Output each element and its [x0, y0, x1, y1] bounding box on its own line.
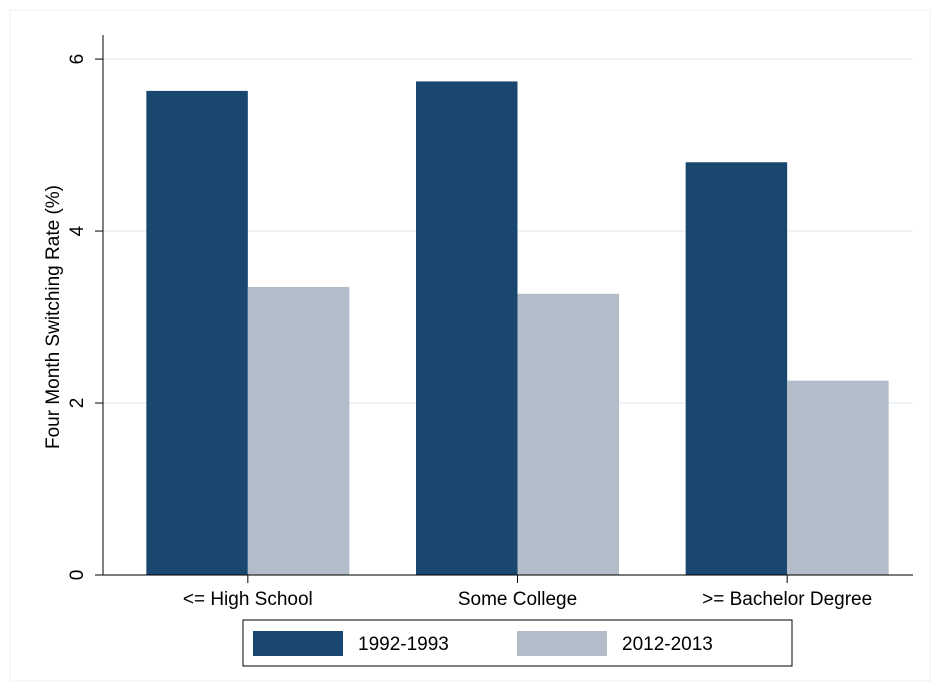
bar — [416, 81, 518, 576]
x-tick-label: Some College — [458, 589, 577, 610]
bar — [787, 380, 889, 575]
bar — [517, 293, 619, 575]
x-tick-label: <= High School — [183, 589, 313, 610]
y-tick-label: 6 — [67, 54, 88, 65]
bar — [146, 90, 248, 575]
legend-label: 1992-1993 — [358, 634, 449, 655]
x-tick-label: >= Bachelor Degree — [702, 589, 872, 610]
y-tick-label: 4 — [67, 225, 88, 236]
bar — [685, 162, 788, 575]
y-tick-label: 0 — [67, 570, 88, 581]
legend-swatch — [253, 631, 343, 656]
y-axis-title: Four Month Switching Rate (%) — [43, 185, 64, 449]
y-tick-label: 2 — [67, 398, 88, 409]
legend-label: 2012-2013 — [622, 634, 713, 655]
bar — [247, 286, 350, 575]
legend-swatch — [517, 631, 607, 656]
